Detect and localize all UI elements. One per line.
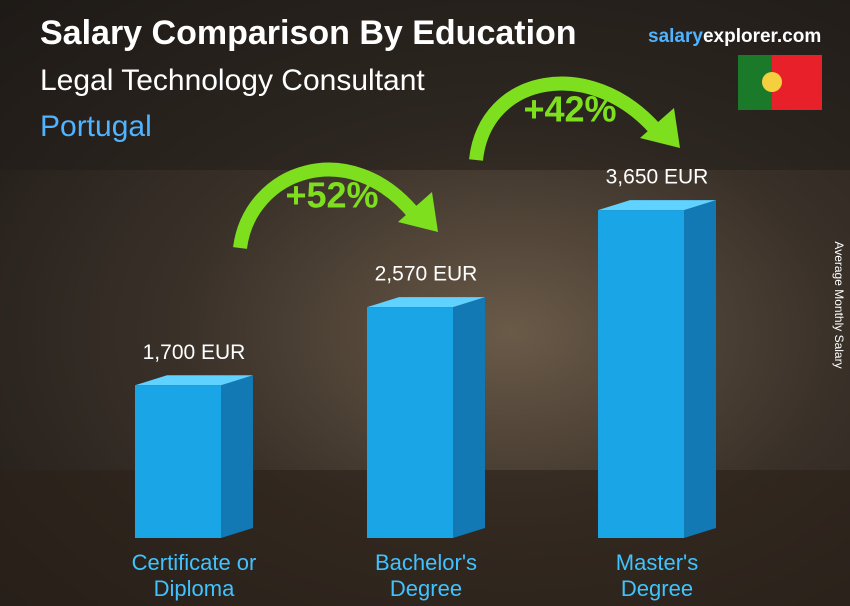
bar-top [367,297,485,308]
subtitle: Legal Technology Consultant [40,64,425,97]
country: Portugal [40,110,152,143]
bar [135,385,221,538]
backdrop [0,0,850,170]
bar-top [135,375,253,386]
y-axis-label: Average Monthly Salary [832,241,846,368]
bar-top [598,200,716,211]
bar-side [453,297,485,538]
chart-title: Salary Comparison By Education [40,14,577,52]
percent-change: +42% [523,89,616,130]
arrow-head [398,192,438,232]
flag-emblem [762,72,782,92]
x-tick-label: Bachelor's Degree [374,550,478,601]
arrow-curve [469,76,662,161]
x-tick-label: Master's Degree [615,550,699,601]
bar-side [684,200,716,538]
site-part: salary [648,26,703,47]
value-label: 3,650 EUR [606,166,709,189]
percent-change: +52% [285,175,378,216]
value-label: 2,570 EUR [375,263,478,286]
flag [738,55,822,110]
arrow-head [640,108,680,148]
value-label: 1,700 EUR [143,341,246,364]
x-tick-label: Certificate or Diploma [131,550,257,601]
arrow [233,76,680,250]
arrow-curve [233,162,421,250]
bar [598,210,684,538]
site-logo: salaryexplorer.com [648,26,821,47]
bar [367,307,453,538]
site-part: explorer.com [703,26,821,47]
bar-side [221,375,253,538]
